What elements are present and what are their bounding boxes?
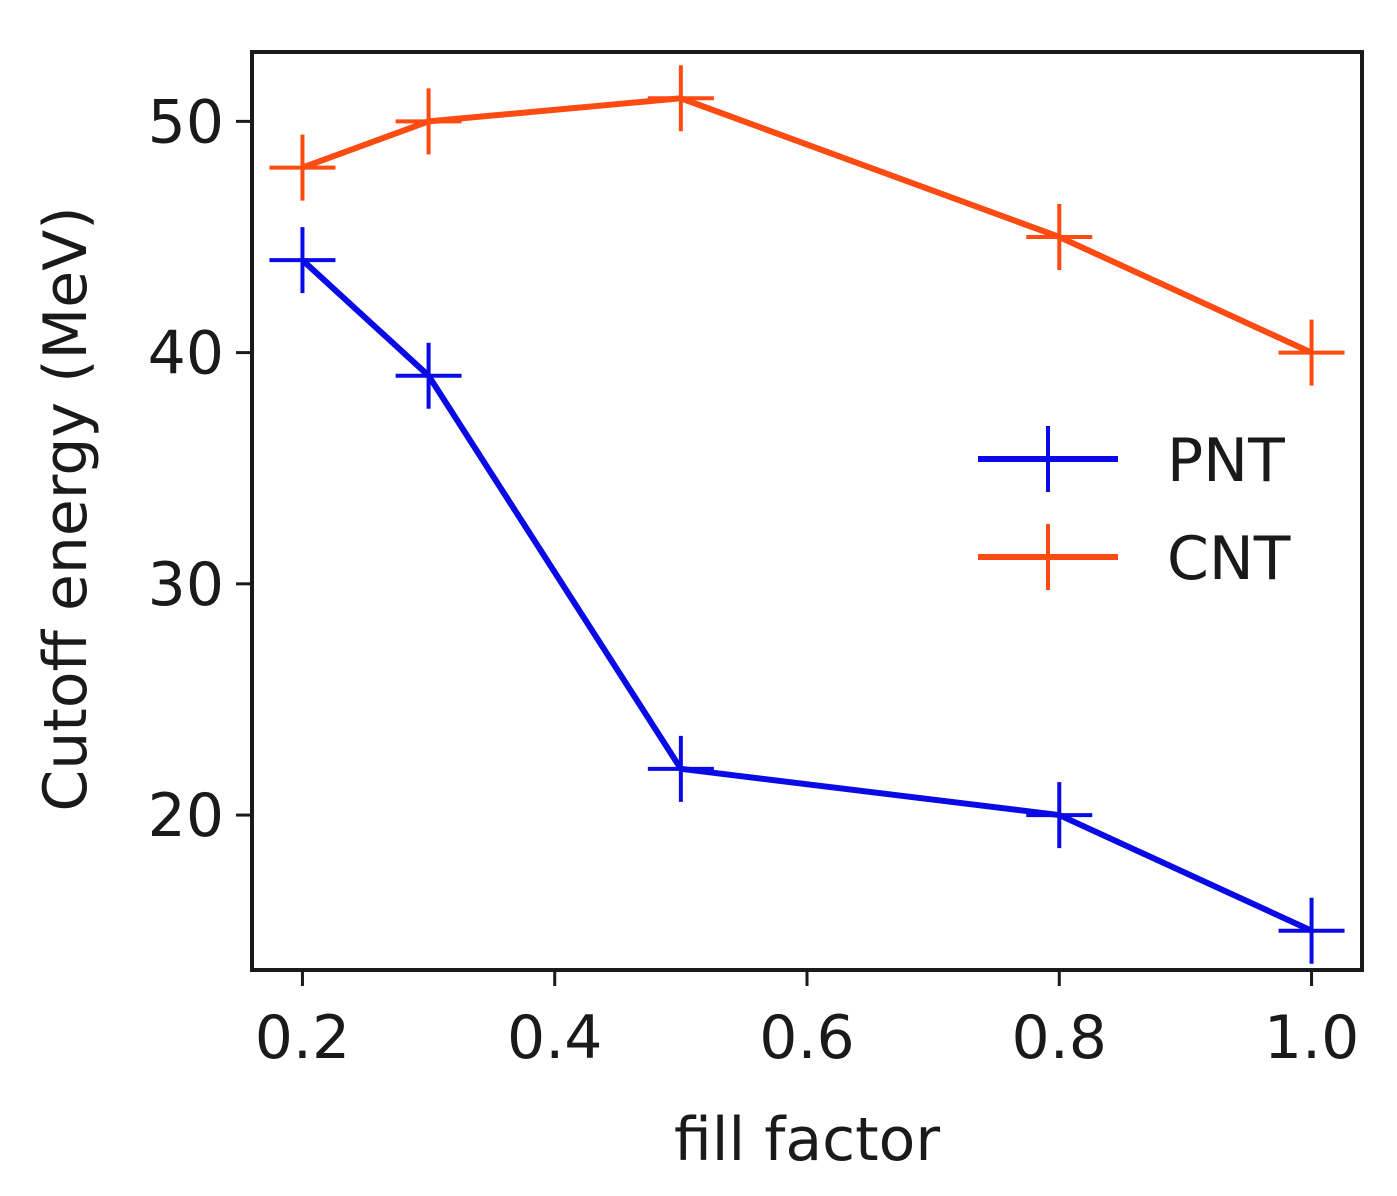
x-tick-label: 0.2 <box>255 1003 350 1073</box>
series-line-pnt <box>300 257 1313 934</box>
data-point-cnt <box>269 134 336 201</box>
y-tick-label: 20 <box>148 781 224 851</box>
legend-label: PNT <box>1167 426 1285 496</box>
series-pnt <box>269 227 1345 964</box>
data-point-cnt <box>1026 203 1093 270</box>
x-tick-label: 0.4 <box>507 1003 602 1073</box>
x-tick-label: 1.0 <box>1264 1003 1359 1073</box>
series-layer <box>269 65 1345 964</box>
data-point-pnt <box>647 735 714 802</box>
x-tick-label: 0.6 <box>759 1003 854 1073</box>
data-point-cnt <box>647 65 714 132</box>
data-point-cnt <box>1278 319 1345 386</box>
plot-frame <box>250 50 1364 972</box>
y-axis-label: Cutoff energy (MeV) <box>31 206 101 811</box>
data-point-cnt <box>395 88 462 155</box>
y-tick-label: 30 <box>148 550 224 620</box>
data-point-pnt <box>1026 782 1093 849</box>
y-tick-label: 40 <box>148 319 224 389</box>
data-point-pnt <box>395 342 462 409</box>
legend-item-cnt: CNT <box>978 524 1291 594</box>
x-axis-label: fill factor <box>674 1105 940 1175</box>
series-cnt <box>269 65 1345 386</box>
legend-item-pnt: PNT <box>978 426 1285 496</box>
series-line-cnt <box>301 95 1313 356</box>
y-tick-label: 50 <box>148 87 224 157</box>
legend: PNT CNT <box>978 426 1291 594</box>
data-point-pnt <box>1278 897 1345 964</box>
ticks-layer: 0.2 0.4 0.6 0.8 1.0 20 30 40 50 <box>148 87 1360 1073</box>
data-point-pnt <box>269 227 336 294</box>
legend-label: CNT <box>1167 524 1291 594</box>
x-tick-label: 0.8 <box>1012 1003 1107 1073</box>
